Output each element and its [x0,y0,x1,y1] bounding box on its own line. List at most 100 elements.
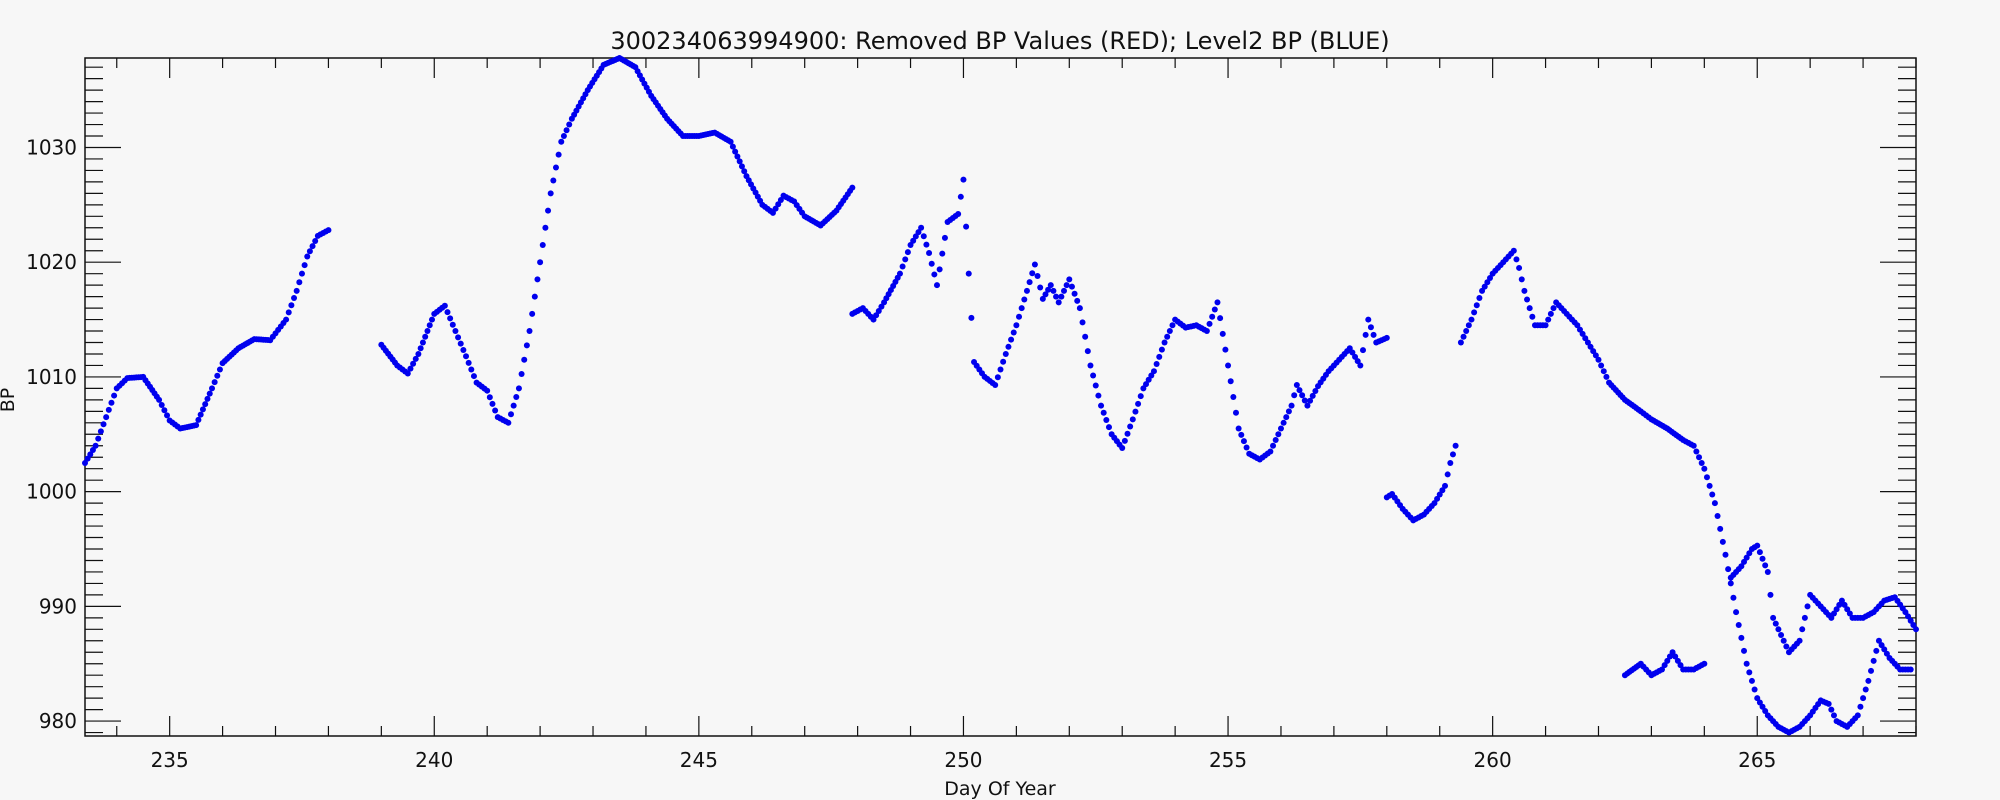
data-point [1590,348,1597,355]
data-point [1227,378,1234,385]
data-point [164,412,171,419]
data-point [1153,361,1160,368]
data-point [1865,677,1872,684]
data-point [1103,416,1110,423]
data-point [1222,346,1229,353]
data-point [729,143,736,150]
data-point [1272,437,1279,444]
data-point [1357,362,1364,369]
data-point [1203,328,1210,335]
data-point [1778,632,1785,639]
data-point [95,435,102,442]
data-point [1748,677,1755,684]
x-tick-label: 245 [680,748,718,772]
data-point [1484,279,1491,286]
chart-title: 300234063994900: Removed BP Values (RED)… [610,27,1389,55]
data-point [1457,339,1464,346]
data-point [1079,319,1086,326]
data-point [534,276,541,283]
data-point [1071,290,1078,297]
data-point [1584,339,1591,346]
data-point [992,381,999,388]
data-point [1135,400,1142,407]
data-point [1449,451,1456,458]
data-point [309,243,316,250]
data-point [1772,620,1779,627]
data-point [1579,330,1586,337]
data-point [558,138,565,145]
data-point [415,350,422,357]
data-point [1574,322,1581,329]
y-tick-label: 990 [39,594,77,618]
data-point [1275,431,1282,438]
x-tick-label: 250 [944,748,982,772]
data-point [912,233,919,240]
data-point [412,355,419,362]
data-point [1299,392,1306,399]
data-point [291,295,298,302]
data-point [910,237,917,244]
data-point [1076,305,1083,312]
data-point [424,328,431,335]
data-point [1878,642,1885,649]
data-point [193,422,200,429]
data-point [1293,381,1300,388]
data-point [452,328,459,335]
data-point [1047,282,1054,289]
data-point [1741,647,1748,654]
x-axis-label: Day Of Year [944,778,1056,800]
data-point [1754,695,1761,702]
data-point [1690,442,1697,449]
data-point [875,307,882,314]
data-point [1267,448,1274,455]
data-point [1836,601,1843,608]
data-point [1042,291,1049,298]
data-point [407,365,414,372]
data-point [1672,653,1679,660]
data-point [1291,392,1298,399]
data-point [1738,634,1745,641]
data-point [103,414,110,421]
data-point [447,315,454,322]
data-point [1738,563,1745,570]
data-point [1510,247,1517,254]
data-point [1698,459,1705,466]
data-point [1743,554,1750,561]
data-point [1452,442,1459,449]
data-point [1756,549,1763,556]
data-point [1129,416,1136,423]
data-point [1854,712,1861,719]
y-tick-label: 1030 [26,135,77,159]
data-point [1844,606,1851,613]
data-point [1759,703,1766,710]
data-point [1733,609,1740,616]
data-point [552,164,559,171]
data-point [211,379,218,386]
data-point [529,310,536,317]
data-point [1751,686,1758,693]
data-point [1352,353,1359,360]
data-point [1529,313,1536,320]
data-point [484,387,491,394]
data-point [1860,695,1867,702]
data-point [1754,542,1761,549]
data-point [904,249,911,256]
data-point [285,309,292,316]
data-point [526,328,533,335]
data-point [955,211,962,218]
data-point [769,209,776,216]
data-point [288,302,295,309]
data-point [1235,425,1242,432]
data-point [82,459,88,466]
data-point [1124,430,1131,437]
data-point [1595,356,1602,363]
data-point [1243,444,1250,451]
data-point [1053,293,1060,300]
data-point [1828,614,1835,621]
data-point [1582,335,1589,342]
data-point [1780,637,1787,644]
data-point [1664,657,1671,664]
data-point [772,205,779,212]
data-point [1270,442,1277,449]
data-point [1825,700,1832,707]
